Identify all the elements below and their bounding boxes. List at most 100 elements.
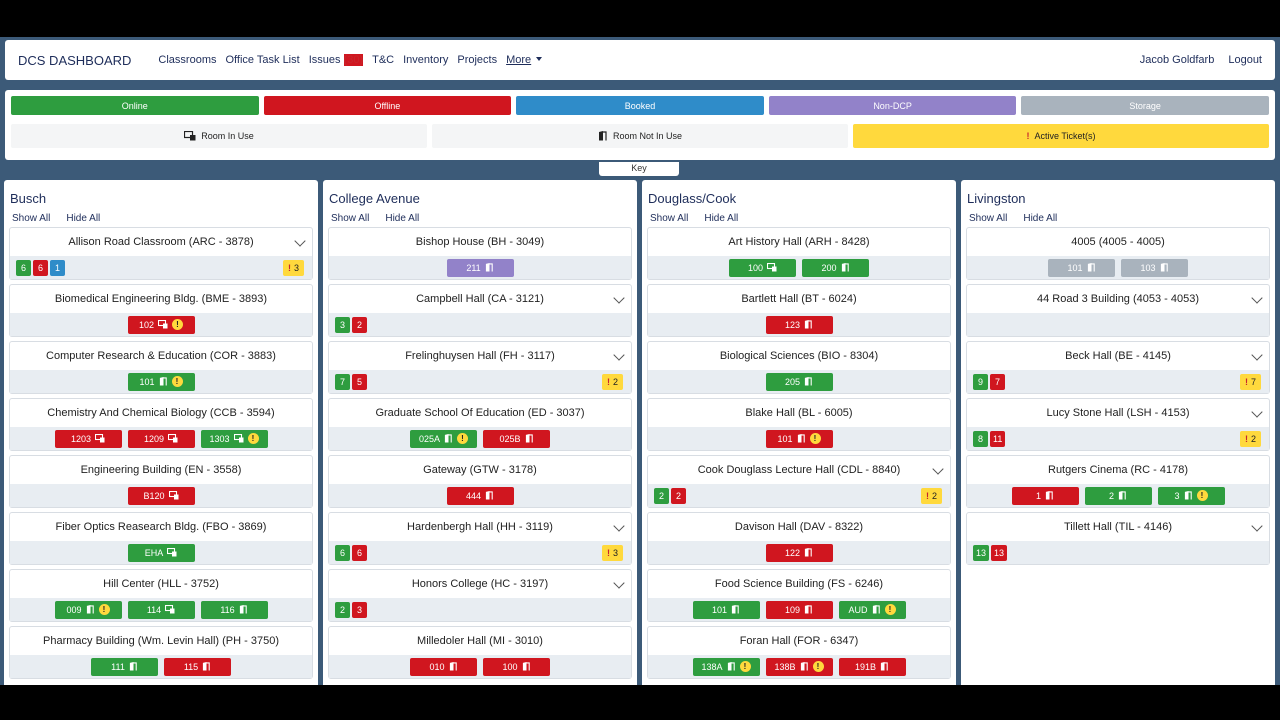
building-card[interactable]: Graduate School Of Education (ED - 3037)… xyxy=(328,398,632,451)
room-button[interactable]: 101 xyxy=(692,600,760,619)
building-header[interactable]: Rutgers Cinema (RC - 4178) xyxy=(967,456,1269,484)
building-card[interactable]: Biological Sciences (BIO - 8304) 205 xyxy=(647,341,951,394)
nav-projects[interactable]: Projects xyxy=(457,54,498,66)
building-header[interactable]: Graduate School Of Education (ED - 3037) xyxy=(329,399,631,427)
hide-all-link[interactable]: Hide All xyxy=(1023,213,1058,224)
building-header[interactable]: Fiber Optics Reasearch Bldg. (FBO - 3869… xyxy=(10,513,312,541)
room-button[interactable]: 444 xyxy=(446,486,514,505)
building-card[interactable]: Allison Road Classroom (ARC - 3878) 6 6 1! 3 xyxy=(9,227,313,280)
room-button[interactable]: 123 xyxy=(765,315,833,334)
building-card[interactable]: Bartlett Hall (BT - 6024) 123 xyxy=(647,284,951,337)
building-card[interactable]: Art History Hall (ARH - 8428) 100 200 xyxy=(647,227,951,280)
building-header[interactable]: Foran Hall (FOR - 6347) xyxy=(648,627,950,655)
building-header[interactable]: Lucy Stone Hall (LSH - 4153) xyxy=(967,399,1269,427)
room-button[interactable]: 115 xyxy=(164,657,231,676)
chevron-down-icon[interactable] xyxy=(1251,292,1263,304)
chevron-down-icon[interactable] xyxy=(613,349,625,361)
building-header[interactable]: Hardenbergh Hall (HH - 3119) xyxy=(329,513,631,541)
show-all-link[interactable]: Show All xyxy=(12,213,51,224)
room-button[interactable]: 025B xyxy=(483,429,550,448)
building-header[interactable]: Bishop House (BH - 3049) xyxy=(329,228,631,256)
building-card[interactable]: Hardenbergh Hall (HH - 3119) 6 6! 3 xyxy=(328,512,632,565)
chevron-down-icon[interactable] xyxy=(1251,406,1263,418)
room-button[interactable]: 102! xyxy=(127,315,195,334)
building-card[interactable]: Davison Hall (DAV - 8322) 122 xyxy=(647,512,951,565)
building-card[interactable]: Pharmacy Building (Wm. Levin Hall) (PH -… xyxy=(9,626,313,679)
building-header[interactable]: Frelinghuysen Hall (FH - 3117) xyxy=(329,342,631,370)
room-button[interactable]: 101! xyxy=(765,429,833,448)
nav-issues[interactable]: Issues (30) xyxy=(309,54,364,66)
building-card[interactable]: Blake Hall (BL - 6005) 101! xyxy=(647,398,951,451)
building-card[interactable]: Rutgers Cinema (RC - 4178) 1 2 3! xyxy=(966,455,1270,508)
chevron-down-icon[interactable] xyxy=(1251,520,1263,532)
building-card[interactable]: 4005 (4005 - 4005) 101 103 xyxy=(966,227,1270,280)
room-button[interactable]: 3! xyxy=(1157,486,1225,505)
nav-more-dropdown[interactable]: More xyxy=(506,54,543,66)
building-header[interactable]: Campbell Hall (CA - 3121) xyxy=(329,285,631,313)
chevron-down-icon[interactable] xyxy=(932,463,944,475)
building-card[interactable]: 44 Road 3 Building (4053 - 4053) xyxy=(966,284,1270,337)
building-header[interactable]: Davison Hall (DAV - 8322) xyxy=(648,513,950,541)
room-button[interactable]: 138B! xyxy=(765,657,833,676)
building-card[interactable]: Computer Research & Education (COR - 388… xyxy=(9,341,313,394)
hide-all-link[interactable]: Hide All xyxy=(66,213,101,224)
building-header[interactable]: Tillett Hall (TIL - 4146) xyxy=(967,513,1269,541)
room-button[interactable]: 211 xyxy=(446,258,514,277)
hide-all-link[interactable]: Hide All xyxy=(385,213,420,224)
building-card[interactable]: Tillett Hall (TIL - 4146) 13 13 xyxy=(966,512,1270,565)
building-card[interactable]: Food Science Building (FS - 6246) 101 109 A… xyxy=(647,569,951,622)
room-button[interactable]: 101 xyxy=(1048,258,1115,277)
building-card[interactable]: Engineering Building (EN - 3558) B120 xyxy=(9,455,313,508)
room-button[interactable]: 205 xyxy=(765,372,833,391)
room-button[interactable]: 009! xyxy=(54,600,122,619)
room-button[interactable]: 200 xyxy=(802,258,869,277)
room-button[interactable]: 1203 xyxy=(54,429,122,448)
nav-tc[interactable]: T&C xyxy=(372,54,395,66)
room-button[interactable]: 010 xyxy=(410,657,477,676)
building-header[interactable]: Honors College (HC - 3197) xyxy=(329,570,631,598)
user-name-link[interactable]: Jacob Goldfarb xyxy=(1139,54,1215,66)
building-header[interactable]: Beck Hall (BE - 4145) xyxy=(967,342,1269,370)
hide-all-link[interactable]: Hide All xyxy=(704,213,739,224)
room-button[interactable]: AUD! xyxy=(838,600,906,619)
room-button[interactable]: 116 xyxy=(200,600,268,619)
building-header[interactable]: Allison Road Classroom (ARC - 3878) xyxy=(10,228,312,256)
building-card[interactable]: Hill Center (HLL - 3752) 009! 114 116 xyxy=(9,569,313,622)
building-header[interactable]: Cook Douglass Lecture Hall (CDL - 8840) xyxy=(648,456,950,484)
building-card[interactable]: Frelinghuysen Hall (FH - 3117) 7 5! 2 xyxy=(328,341,632,394)
show-all-link[interactable]: Show All xyxy=(331,213,370,224)
room-button[interactable]: 101! xyxy=(127,372,195,391)
logout-link[interactable]: Logout xyxy=(1228,54,1262,66)
room-button[interactable]: 103 xyxy=(1121,258,1188,277)
building-header[interactable]: Gateway (GTW - 3178) xyxy=(329,456,631,484)
room-button[interactable]: 114 xyxy=(127,600,195,619)
building-header[interactable]: Chemistry And Chemical Biology (CCB - 35… xyxy=(10,399,312,427)
building-header[interactable]: 44 Road 3 Building (4053 - 4053) xyxy=(967,285,1269,313)
room-button[interactable]: B120 xyxy=(127,486,195,505)
brand-title[interactable]: DCS DASHBOARD xyxy=(18,52,132,68)
room-button[interactable]: 1209 xyxy=(127,429,195,448)
building-header[interactable]: Blake Hall (BL - 6005) xyxy=(648,399,950,427)
chevron-down-icon[interactable] xyxy=(613,520,625,532)
chevron-down-icon[interactable] xyxy=(1251,349,1263,361)
building-card[interactable]: Lucy Stone Hall (LSH - 4153) 8 11! 2 xyxy=(966,398,1270,451)
room-button[interactable]: 100 xyxy=(729,258,796,277)
building-header[interactable]: Hill Center (HLL - 3752) xyxy=(10,570,312,598)
building-card[interactable]: Chemistry And Chemical Biology (CCB - 35… xyxy=(9,398,313,451)
room-button[interactable]: 109 xyxy=(765,600,833,619)
chevron-down-icon[interactable] xyxy=(613,292,625,304)
building-header[interactable]: Bartlett Hall (BT - 6024) xyxy=(648,285,950,313)
building-header[interactable]: Biomedical Engineering Bldg. (BME - 3893… xyxy=(10,285,312,313)
room-button[interactable]: 025A! xyxy=(410,429,477,448)
key-toggle-tab[interactable]: Key xyxy=(599,162,679,176)
room-button[interactable]: 1303! xyxy=(200,429,268,448)
building-card[interactable]: Campbell Hall (CA - 3121) 3 2 xyxy=(328,284,632,337)
building-header[interactable]: Pharmacy Building (Wm. Levin Hall) (PH -… xyxy=(10,627,312,655)
building-card[interactable]: Milledoler Hall (MI - 3010) 010 100 xyxy=(328,626,632,679)
building-header[interactable]: Biological Sciences (BIO - 8304) xyxy=(648,342,950,370)
nav-office-task-list[interactable]: Office Task List xyxy=(225,54,300,66)
building-card[interactable]: Biomedical Engineering Bldg. (BME - 3893… xyxy=(9,284,313,337)
building-card[interactable]: Honors College (HC - 3197) 2 3 xyxy=(328,569,632,622)
building-header[interactable]: Food Science Building (FS - 6246) xyxy=(648,570,950,598)
room-button[interactable]: 138A! xyxy=(692,657,760,676)
